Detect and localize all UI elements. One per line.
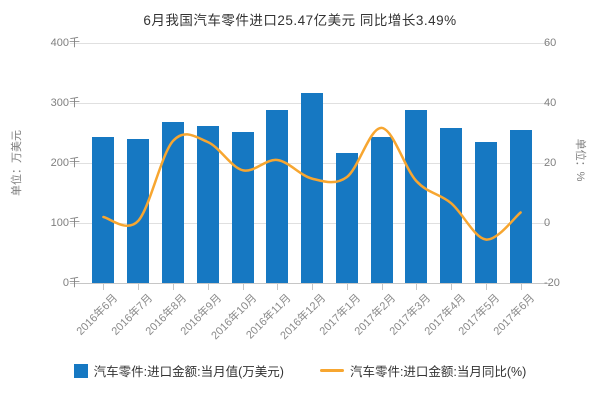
x-axis-tick [172, 284, 174, 290]
bar-2016年7月 [127, 139, 150, 283]
legend-item-line-series[interactable]: 汽车零件:进口金额:当月同比(%) [319, 361, 527, 380]
chart-title: 6月我国汽车零件进口25.47亿美元 同比增长3.49% [143, 13, 457, 28]
legend-label-line-series: 汽车零件:进口金额:当月同比(%) [349, 365, 527, 379]
bar-2016年10月 [231, 132, 254, 283]
x-axis-tick [207, 284, 209, 290]
bar-2016年12月 [301, 93, 323, 283]
bar-2016年8月 [161, 122, 184, 283]
right-axis-tick-label: 0 [544, 216, 551, 229]
x-axis-tick [277, 284, 279, 290]
bar-2016年6月 [92, 136, 115, 283]
left-axis-tick-label: 0千 [62, 276, 80, 289]
bar-2017年6月 [509, 130, 532, 283]
x-axis-tick [451, 284, 453, 290]
left-axis-tick-label: 300千 [50, 96, 80, 109]
x-axis-tick [346, 284, 348, 290]
legend: 汽车零件:进口金额:当月值(万美元) 汽车零件:进口金额:当月同比(%) [0, 361, 600, 380]
bar-series-swatch-icon [73, 363, 88, 378]
x-axis-tick [312, 284, 313, 290]
bar-2017年4月 [440, 128, 463, 283]
x-axis-tick [138, 284, 140, 290]
left-axis-tick-label: 100千 [50, 216, 80, 229]
bar-2017年5月 [474, 142, 497, 283]
left-axis-tick-label: 400千 [50, 36, 80, 49]
bar-2017年1月 [335, 153, 358, 283]
bar-2017年3月 [405, 110, 428, 283]
right-axis-tick-label: -20 [544, 276, 560, 289]
right-axis-tick-label: 60 [544, 36, 557, 49]
line-series-swatch-icon [319, 369, 344, 372]
left-axis-tick-label: 200千 [50, 156, 80, 169]
left-axis-title: 单位：万美元 [11, 130, 23, 196]
gridline [70, 283, 550, 284]
legend-label-bar-series: 汽车零件:进口金额:当月值(万美元) [93, 365, 284, 379]
x-axis-tick [381, 284, 383, 290]
x-axis-tick [103, 284, 105, 290]
bar-2016年11月 [266, 110, 289, 283]
x-axis-tick [416, 284, 418, 290]
gridline [70, 43, 550, 44]
x-axis-tick [242, 284, 244, 290]
bar-2016年9月 [196, 126, 219, 283]
legend-item-bar-series[interactable]: 汽车零件:进口金额:当月值(万美元) [73, 361, 284, 380]
bar-2017年2月 [370, 137, 393, 283]
right-axis-tick-label: 40 [544, 96, 557, 109]
right-axis-title: 单位：% [574, 138, 586, 182]
x-axis-tick [520, 284, 522, 290]
right-axis-tick-label: 20 [544, 156, 557, 169]
x-axis-tick [485, 284, 487, 290]
